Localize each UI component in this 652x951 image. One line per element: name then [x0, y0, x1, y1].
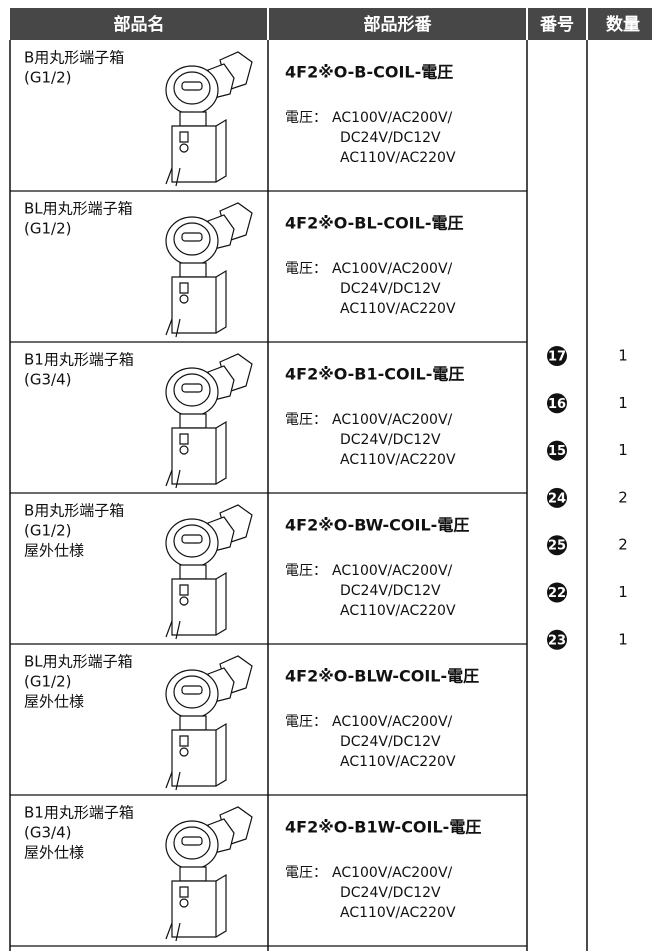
header-cell: 部品名	[114, 14, 165, 35]
part-image	[165, 655, 253, 791]
item-number: 15	[548, 444, 566, 459]
part-image	[165, 806, 253, 942]
voltage: AC100V/AC200V/	[332, 261, 453, 277]
voltage: AC110V/AC220V	[340, 301, 456, 317]
voltage-label: 電圧：	[285, 110, 327, 126]
part-name: BL用丸形端子箱	[24, 200, 133, 218]
part-number: 4F2※O-BL-COIL-電圧	[285, 214, 463, 233]
quantity: 2	[618, 488, 628, 506]
voltage-label: 電圧：	[285, 865, 327, 881]
voltage-label: 電圧：	[285, 412, 327, 428]
part-name: B用丸形端子箱	[24, 49, 124, 67]
header-cell: 番号	[539, 15, 574, 35]
item-number-badge	[547, 487, 567, 508]
voltage: AC110V/AC220V	[340, 150, 456, 166]
part-name: (G1/2)	[24, 522, 71, 540]
item-number-badge	[547, 629, 567, 650]
item-number-badge	[547, 535, 567, 556]
quantity: 1	[618, 630, 628, 648]
item-number-badge	[547, 440, 567, 461]
item-number-badge	[547, 346, 567, 366]
voltage-label: 電圧：	[285, 563, 327, 579]
part-name: B1用丸形端子箱	[24, 804, 134, 822]
voltage: DC24V/DC12V	[340, 130, 441, 146]
voltage: AC100V/AC200V/	[332, 714, 453, 730]
part-image	[165, 353, 253, 489]
item-number: 22	[548, 586, 566, 601]
voltage: AC100V/AC200V/	[332, 865, 453, 881]
voltage: AC110V/AC220V	[340, 452, 456, 468]
part-name: B用丸形端子箱	[24, 502, 124, 520]
part-name: (G1/2)	[24, 673, 71, 691]
part-name: 屋外仕様	[24, 542, 84, 560]
item-number: 23	[548, 633, 566, 648]
header-cell: 部品形番	[364, 14, 433, 35]
voltage: AC110V/AC220V	[340, 905, 456, 921]
voltage-label: 電圧：	[285, 714, 327, 730]
voltage: AC100V/AC200V/	[332, 110, 453, 126]
voltage: AC100V/AC200V/	[332, 412, 453, 428]
part-name: (G1/2)	[24, 69, 71, 87]
part-name: 屋外仕様	[24, 844, 84, 862]
part-number: 4F2※O-B1-COIL-電圧	[285, 365, 464, 384]
part-image	[165, 51, 253, 187]
item-number: 17	[548, 350, 566, 365]
item-number: 24	[548, 491, 566, 506]
header-bar	[10, 8, 652, 40]
part-number: 4F2※O-B1W-COIL-電圧	[285, 818, 481, 837]
quantity: 1	[618, 394, 628, 412]
voltage: AC110V/AC220V	[340, 603, 456, 619]
part-number: 4F2※O-BW-COIL-電圧	[285, 516, 469, 535]
item-number-badge	[547, 393, 567, 414]
voltage: DC24V/DC12V	[340, 281, 441, 297]
item-number-badge	[547, 582, 567, 603]
part-name: (G1/2)	[24, 220, 71, 238]
part-number: 4F2※O-B-COIL-電圧	[285, 63, 453, 82]
part-image	[165, 504, 253, 640]
header-cell: 数量	[606, 14, 640, 35]
part-name: (G3/4)	[24, 371, 71, 389]
voltage: DC24V/DC12V	[340, 885, 441, 901]
voltage-label: 電圧：	[285, 261, 327, 277]
voltage: AC110V/AC220V	[340, 754, 456, 770]
part-image	[165, 202, 253, 338]
part-name: (G3/4)	[24, 824, 71, 842]
part-name: B1用丸形端子箱	[24, 351, 134, 369]
quantity: 1	[618, 583, 628, 601]
voltage: DC24V/DC12V	[340, 432, 441, 448]
voltage: DC24V/DC12V	[340, 583, 441, 599]
quantity: 1	[618, 441, 628, 459]
quantity: 2	[618, 536, 628, 554]
quantity: 1	[618, 347, 628, 365]
part-name: BL用丸形端子箱	[24, 653, 133, 671]
item-number: 25	[548, 539, 566, 554]
item-number: 16	[548, 397, 566, 412]
voltage: DC24V/DC12V	[340, 734, 441, 750]
voltage: AC100V/AC200V/	[332, 563, 453, 579]
part-name: 屋外仕様	[24, 693, 84, 711]
part-number: 4F2※O-BLW-COIL-電圧	[285, 667, 479, 686]
